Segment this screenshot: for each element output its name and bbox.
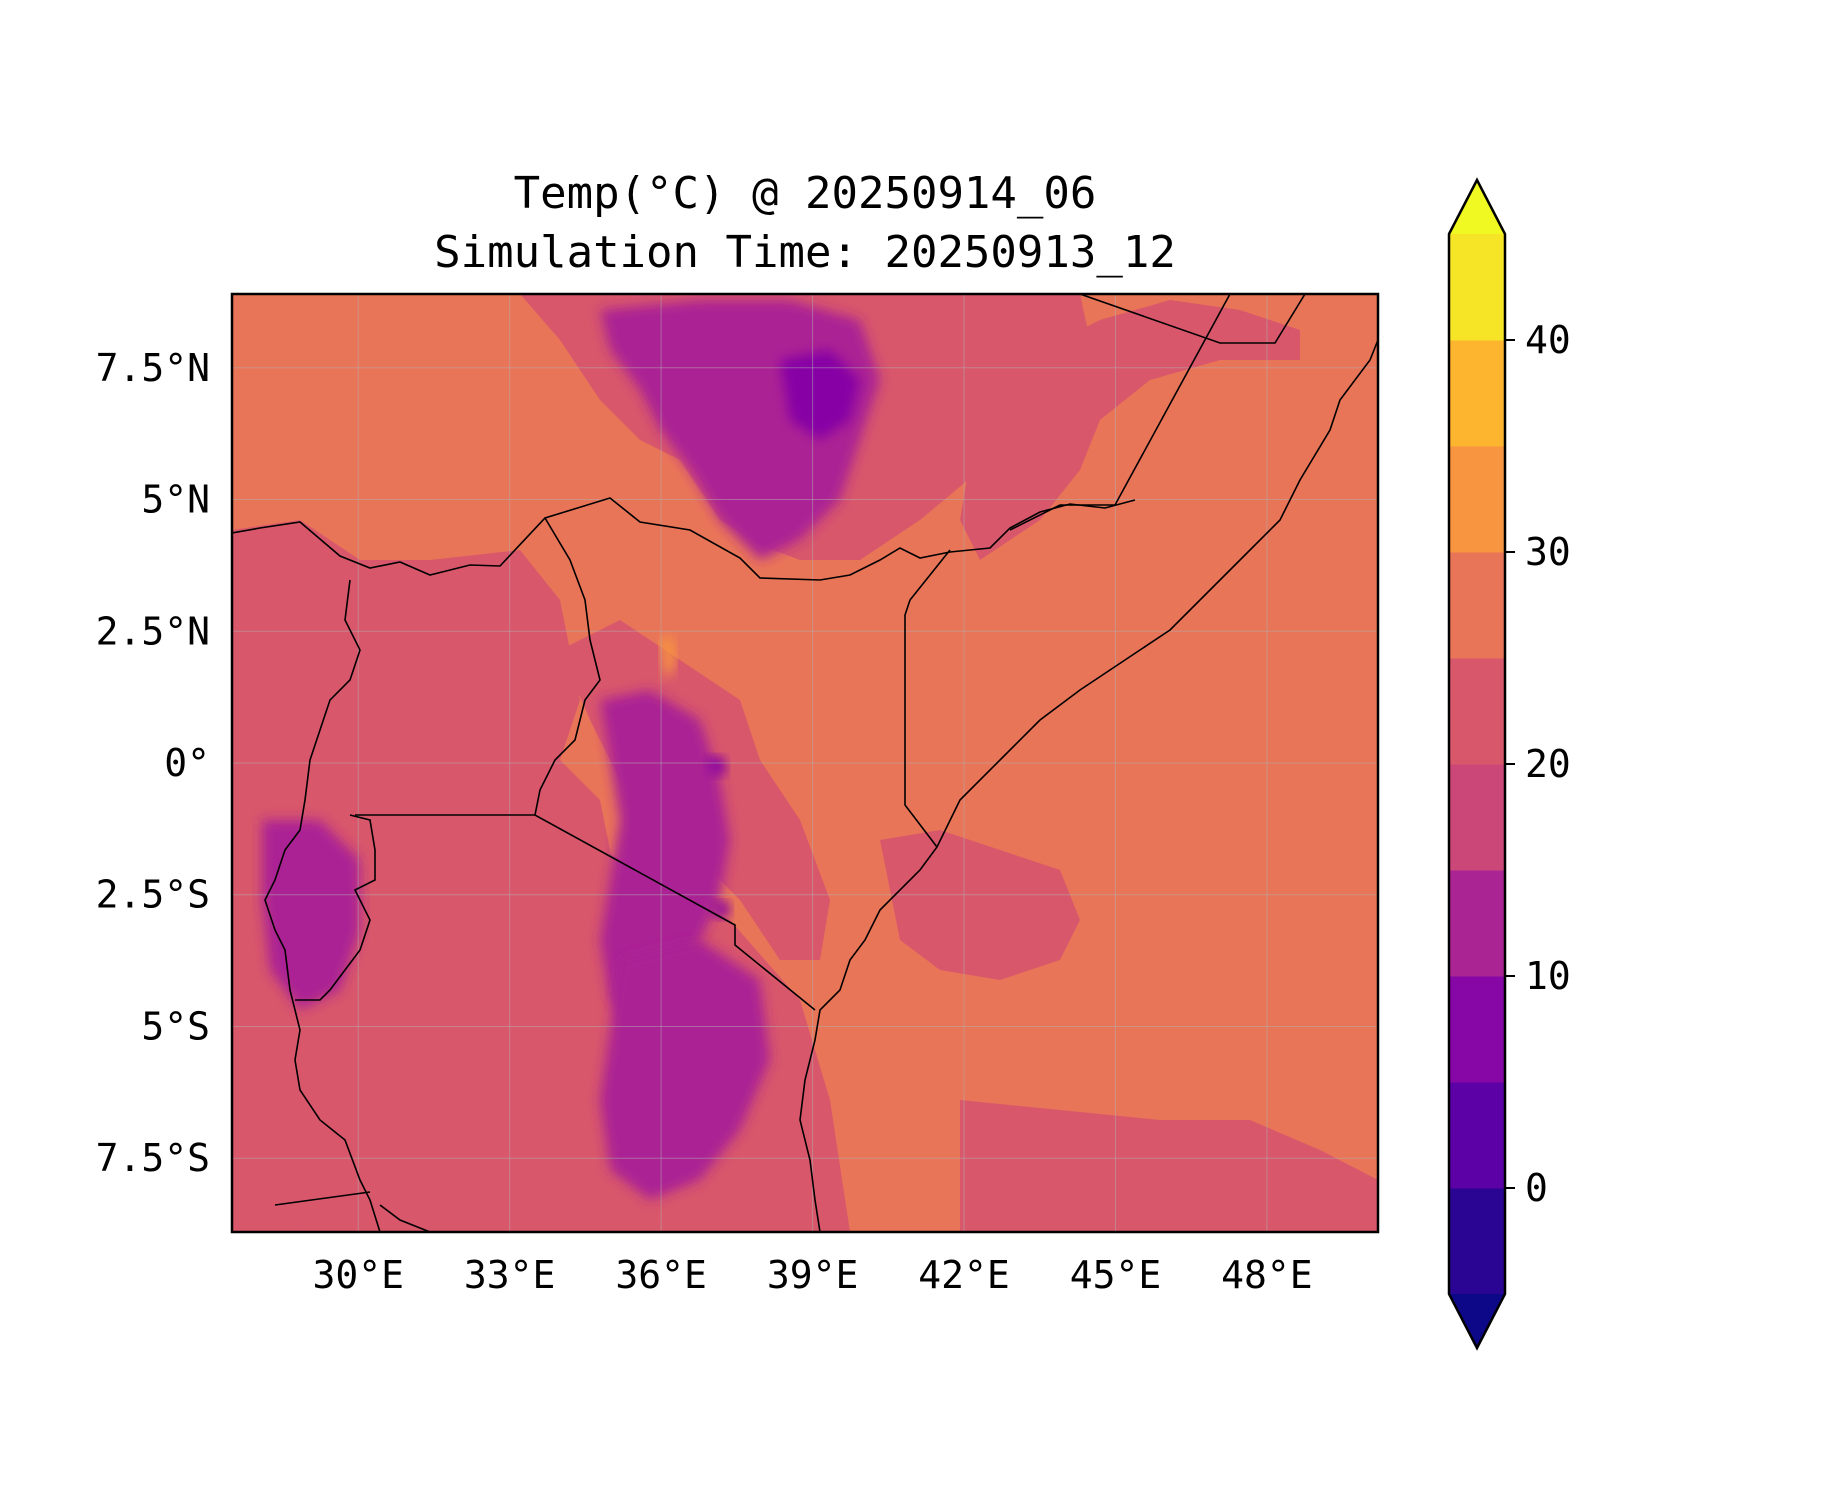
temp-region-somalia-plateau bbox=[960, 300, 1300, 420]
colorbar-band bbox=[1449, 552, 1505, 659]
x-tick-label: 48°E bbox=[1221, 1253, 1313, 1297]
colorbar-bands bbox=[1449, 234, 1505, 1295]
y-tick-label: 5°S bbox=[141, 1004, 210, 1048]
border-somaliland bbox=[1079, 294, 1306, 344]
temperature-field bbox=[232, 294, 1378, 1232]
map-area bbox=[232, 294, 1378, 1232]
colorbar-band bbox=[1449, 446, 1505, 553]
x-tick-label: 33°E bbox=[464, 1253, 556, 1297]
border-tanzania-mozambique bbox=[379, 1204, 431, 1232]
map-frame bbox=[230, 292, 1380, 1234]
temp-region-coast-patch bbox=[880, 830, 1080, 980]
colorbar-extend-max bbox=[1449, 180, 1505, 234]
x-tick-label: 42°E bbox=[918, 1253, 1010, 1297]
colorbar-band bbox=[1449, 870, 1505, 977]
colorbar-tick-label: 20 bbox=[1525, 742, 1571, 786]
colorbar-extend-min bbox=[1449, 1294, 1505, 1348]
colorbar-band bbox=[1449, 658, 1505, 765]
x-tick-label: 39°E bbox=[767, 1253, 859, 1297]
x-tick-label: 36°E bbox=[615, 1253, 707, 1297]
border-zambia-tanzania bbox=[274, 1191, 371, 1206]
temp-region-kenya-rift bbox=[600, 690, 730, 1040]
y-tick-label: 7.5°N bbox=[96, 346, 210, 390]
temp-region-tanzania-highlands bbox=[600, 940, 770, 1200]
map-gridlines bbox=[232, 294, 1378, 1232]
y-tick-label: 2.5°S bbox=[96, 873, 210, 917]
temp-region-indian-ocean bbox=[960, 1100, 1378, 1232]
colorbar-band bbox=[1449, 764, 1505, 871]
border-uganda-kenya bbox=[534, 517, 601, 816]
colorbar-band bbox=[1449, 340, 1505, 447]
colorbar-tick-label: 40 bbox=[1525, 318, 1571, 362]
border-rwanda-burundi-tanzania bbox=[295, 814, 376, 1001]
colorbar-band bbox=[1449, 976, 1505, 1083]
y-axis-ticks: 7.5°N 5°N 2.5°N 0° 2.5°S 5°S 7.5°S bbox=[96, 346, 210, 1180]
colorbar-band bbox=[1449, 1082, 1505, 1189]
temp-region-ethiopia-east bbox=[960, 380, 1100, 560]
colorbar-band bbox=[1449, 1188, 1505, 1295]
y-tick-label: 2.5°N bbox=[96, 609, 210, 653]
y-tick-label: 7.5°S bbox=[96, 1136, 210, 1180]
colorbar-tick-label: 0 bbox=[1525, 1166, 1548, 1210]
temp-spot-lake-turkana bbox=[660, 635, 676, 680]
border-drc-uganda-rwanda bbox=[264, 579, 381, 1232]
y-tick-label: 0° bbox=[164, 741, 210, 785]
colorbar-ticks: 0 10 20 30 40 bbox=[1505, 318, 1571, 1210]
y-tick-label: 5°N bbox=[141, 478, 210, 522]
plot-title-line2: Simulation Time: 20250913_12 bbox=[434, 227, 1176, 278]
border-lake-victoria-kenya-tanzania bbox=[355, 814, 816, 1011]
colorbar-tick-label: 30 bbox=[1525, 530, 1571, 574]
border-south-sudan-uganda-kenya bbox=[232, 497, 1136, 581]
temp-spot-mt-kenya bbox=[705, 755, 728, 778]
colorbar: 0 10 20 30 40 bbox=[1447, 177, 1571, 1351]
x-axis-ticks: 30°E 33°E 36°E 39°E 42°E 45°E 48°E bbox=[312, 1253, 1312, 1297]
temp-spot-ethiopia-peak bbox=[780, 350, 860, 440]
plot-title-line1: Temp(°C) @ 20250914_06 bbox=[514, 168, 1097, 219]
temp-spot-kilimanjaro bbox=[710, 900, 732, 920]
country-borders bbox=[232, 294, 1378, 1232]
border-kenya-somalia bbox=[904, 549, 951, 848]
x-tick-label: 30°E bbox=[312, 1253, 404, 1297]
colorbar-outline bbox=[1447, 177, 1507, 1351]
colorbar-band bbox=[1449, 234, 1505, 341]
coastline-east-africa bbox=[799, 339, 1378, 1232]
colorbar-tick-label: 10 bbox=[1525, 954, 1571, 998]
x-tick-label: 45°E bbox=[1070, 1253, 1162, 1297]
border-ethiopia-somalia bbox=[1009, 294, 1231, 531]
